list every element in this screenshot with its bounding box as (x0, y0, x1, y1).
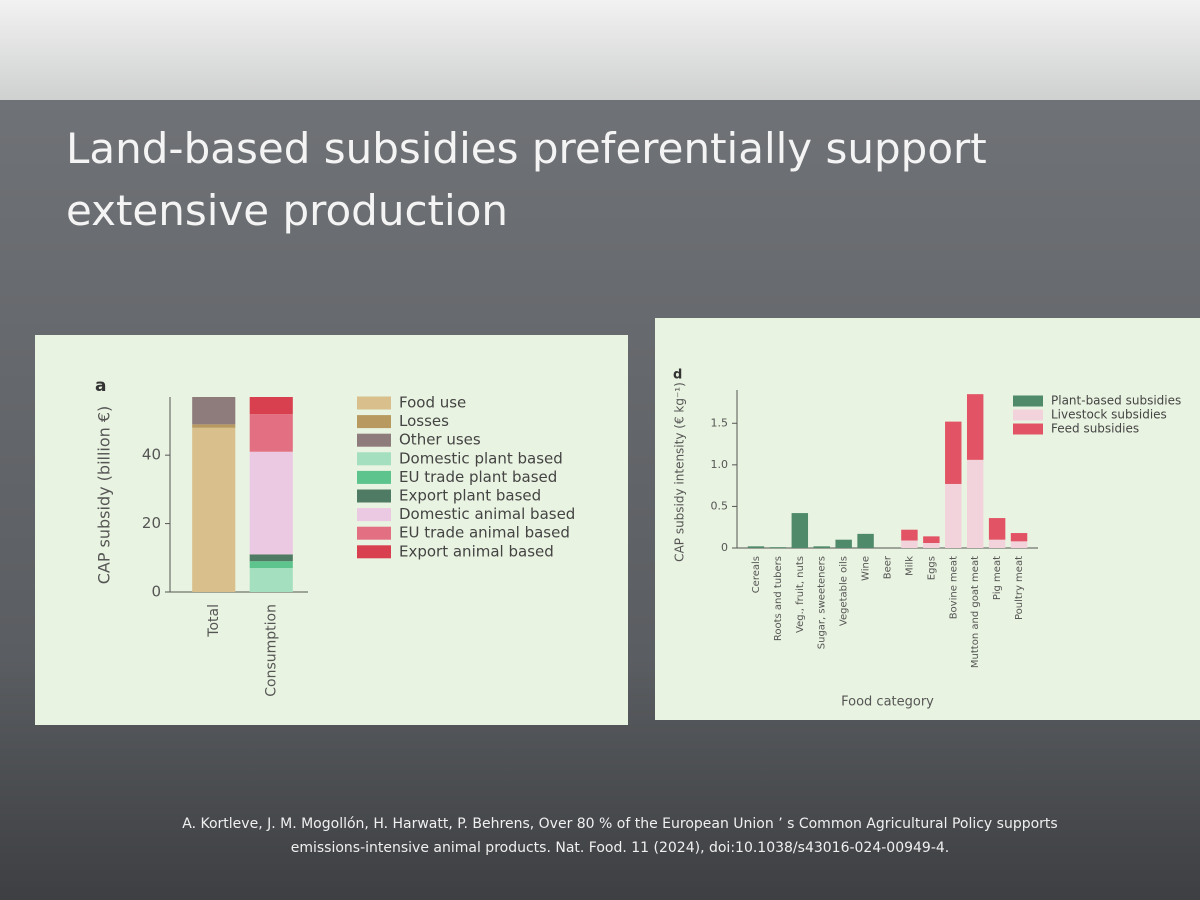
legend-swatch (357, 415, 391, 429)
bar-segment (192, 397, 236, 425)
ceiling (0, 0, 1200, 100)
x-tick-label: Poultry meat (1014, 556, 1025, 620)
legend-label: Losses (399, 412, 449, 430)
bar-segment (988, 518, 1006, 540)
bar-segment (901, 540, 918, 548)
bar-segment (1010, 541, 1028, 548)
bar-segment (1010, 533, 1028, 542)
legend-swatch (1013, 409, 1043, 421)
legend-label: Feed subsidies (1051, 422, 1139, 436)
x-tick-label: Cereals (751, 556, 762, 593)
y-tick-label: 0 (721, 541, 728, 554)
legend-label: EU trade plant based (399, 468, 557, 486)
bar-segment (192, 424, 236, 428)
legend-label: Domestic plant based (399, 449, 563, 467)
legend-label: Plant-based subsidies (1051, 394, 1181, 408)
y-tick-label: 0 (151, 583, 161, 601)
bar-segment (835, 539, 852, 548)
y-tick-label: 0.5 (711, 499, 729, 512)
y-tick-label: 1.5 (711, 416, 729, 429)
legend-label: Food use (399, 394, 466, 412)
bar-segment (249, 554, 293, 562)
bar-segment (249, 451, 293, 555)
panel-label: a (95, 376, 106, 396)
citation-line: emissions-intensive animal products. Nat… (290, 840, 950, 856)
legend-swatch (357, 508, 391, 522)
legend-label: EU trade animal based (399, 524, 570, 542)
x-tick-label: Bovine meat (948, 556, 959, 619)
x-tick-label: Mutton and goat meat (970, 556, 981, 668)
y-tick-label: 40 (142, 446, 161, 464)
x-tick-label: Vegetable oils (839, 556, 850, 626)
legend-swatch (357, 396, 391, 410)
panel (655, 318, 1200, 720)
panel-label: d (673, 368, 682, 383)
x-tick-label: Milk (904, 556, 915, 576)
citation: A. Kortleve, J. M. Mogollón, H. Harwatt,… (170, 812, 1070, 860)
bar-segment (966, 459, 984, 548)
y-tick-label: 20 (142, 514, 161, 532)
y-axis-label: CAP subsidy intensity (€ kg⁻¹) (673, 382, 687, 562)
bar-segment (813, 546, 830, 548)
x-axis-label: Food category (841, 695, 934, 710)
bar-segment (769, 547, 787, 548)
x-tick-label: Total (206, 604, 222, 638)
bar-segment (192, 427, 236, 592)
bar-segment (923, 536, 940, 544)
bar-segment (966, 394, 984, 460)
bar-segment (249, 561, 293, 569)
bar-segment (988, 539, 1006, 548)
legend-label: Other uses (399, 431, 481, 449)
y-tick-label: 1.0 (711, 458, 729, 471)
legend-label: Export plant based (399, 487, 541, 505)
bar-segment (249, 397, 293, 415)
y-axis-label: CAP subsidy (billion €) (95, 406, 114, 585)
bar-segment (857, 533, 874, 548)
bar-segment (249, 568, 293, 592)
bar-segment (901, 529, 918, 541)
legend-swatch (357, 452, 391, 466)
x-tick-label: Eggs (926, 556, 937, 580)
panel (35, 335, 628, 725)
legend-label: Export animal based (399, 542, 554, 560)
legend-label: Domestic animal based (399, 505, 575, 523)
bar-segment (249, 414, 293, 452)
legend-swatch (357, 545, 391, 559)
citation-line: A. Kortleve, J. M. Mogollón, H. Harwatt,… (182, 816, 1058, 832)
legend-swatch (357, 489, 391, 503)
legend-swatch (1013, 395, 1043, 407)
slide-title: Land-based subsidies preferentially supp… (66, 124, 987, 235)
x-tick-label: Veg., fruit, nuts (795, 556, 806, 633)
x-tick-label: Consumption (263, 604, 279, 697)
x-tick-label: Wine (861, 556, 872, 581)
bar-segment (945, 421, 962, 484)
x-tick-label: Pig meat (992, 556, 1003, 600)
legend-swatch (357, 526, 391, 540)
x-tick-label: Roots and tubers (773, 556, 784, 641)
x-tick-label: Sugar, sweeteners (817, 556, 828, 649)
bar-segment (945, 483, 962, 548)
legend-swatch (1013, 423, 1043, 435)
legend-swatch (357, 433, 391, 447)
x-tick-label: Beer (883, 555, 894, 579)
legend-swatch (357, 470, 391, 484)
bar-segment (791, 513, 809, 548)
legend-label: Livestock subsidies (1051, 408, 1167, 422)
bar-segment (923, 543, 940, 548)
bar-segment (747, 546, 765, 548)
